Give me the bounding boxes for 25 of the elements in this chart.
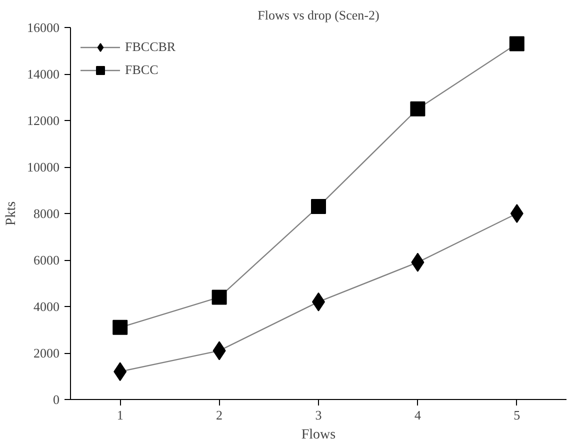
- y-axis-title: Pkts: [4, 201, 19, 226]
- legend-label: FBCCBR: [125, 39, 176, 55]
- y-tick-label: 0: [53, 392, 60, 407]
- chart-title: Flows vs drop (Scen-2): [258, 8, 380, 22]
- x-tick-label: 1: [116, 408, 124, 422]
- y-tick-label: 10000: [27, 160, 60, 174]
- point: [510, 204, 524, 223]
- x-axis-title: Flows: [301, 428, 336, 442]
- x-tick-label: 5: [514, 408, 520, 422]
- y-tick-label: 8000: [34, 206, 60, 221]
- x-tick-label: 4: [414, 408, 422, 422]
- x-tick-label: 2: [216, 408, 223, 422]
- point: [509, 36, 524, 52]
- y-tick-label: 14000: [27, 66, 60, 82]
- point: [112, 320, 128, 335]
- y-tick-label: 16000: [27, 20, 60, 35]
- y-tick-label: 6000: [34, 252, 60, 268]
- legend-label: FBCC: [125, 62, 158, 78]
- y-tick-label: 12000: [27, 113, 60, 128]
- point: [410, 101, 426, 116]
- x-tick-label: 3: [315, 408, 322, 422]
- point: [311, 199, 326, 214]
- y-tick-label: 2000: [34, 346, 60, 360]
- point: [212, 290, 227, 305]
- y-tick-label: 4000: [34, 299, 60, 314]
